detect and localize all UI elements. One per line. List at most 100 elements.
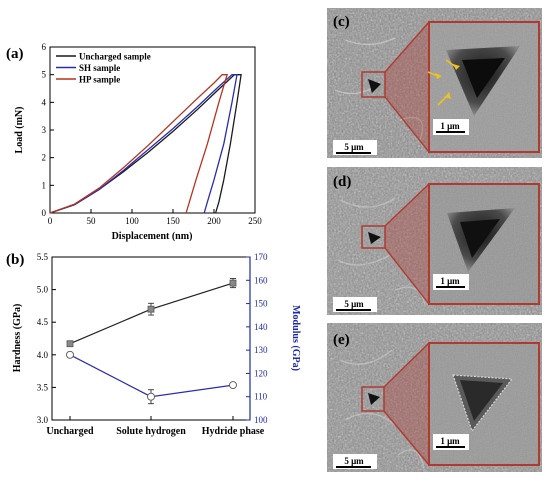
y2-tick-label: 140	[254, 322, 268, 332]
chart-a-ylabel: Load (mN)	[14, 107, 25, 154]
y2-tick-label: 170	[254, 252, 268, 262]
micrograph-e-zoom-line-top	[383, 342, 430, 388]
micrograph-d-indent	[368, 232, 381, 244]
data-point-circle	[229, 381, 237, 390]
micrograph-e-indent	[368, 393, 380, 405]
chart-a-ticks: 0 50 100 150 200 250 0 1 2 3 4 5 6	[42, 42, 263, 226]
micrograph-c-zoom-wedge	[385, 22, 429, 152]
legend-label: SH sample	[79, 63, 120, 73]
micrograph-d-scale-box	[333, 297, 377, 312]
micrograph-e-roi	[361, 386, 385, 412]
micrograph-d-roi	[361, 225, 386, 249]
micrograph-c-zoom-line-top	[384, 21, 430, 73]
series-line-3	[49, 74, 228, 214]
y2-tick-label: 120	[254, 368, 268, 378]
micrograph-d-zoom-line-bottom	[384, 247, 430, 305]
micrograph-d: 5 μm 1 μm (d)	[327, 167, 542, 315]
y-tick-label: 5.5	[37, 252, 49, 262]
x-tick-label: 100	[125, 216, 139, 226]
micrograph-c-inset-scale-label: 1 μm	[440, 121, 460, 131]
arrow-icon	[435, 73, 442, 79]
micrograph-e-inset-scale-label: 1 μm	[440, 436, 460, 446]
micrograph-e-scale-box	[333, 454, 377, 469]
chart-b-ticks: 3.0 3.5 4.0 4.5 5.0 5.5 100 110 120 130 140 150 160 1…	[37, 252, 268, 437]
micrograph-c-scale-box	[333, 140, 377, 155]
micrograph-d-streaks	[337, 197, 426, 306]
chart-a-series	[49, 74, 242, 214]
y-tick-label: 2	[42, 153, 47, 163]
data-point-circle	[147, 392, 155, 401]
y-tick-label: 5	[42, 70, 47, 80]
chart-b-series	[66, 278, 237, 405]
x-tick-label: 200	[207, 216, 221, 226]
y-tick-label: 1	[42, 180, 47, 190]
micrograph-e-inset-frame	[428, 342, 540, 466]
arrow-icon-shaft	[427, 71, 439, 77]
micrograph-c-arrows	[427, 59, 460, 106]
micrograph-c-indent	[368, 79, 381, 93]
micrograph-c-scale-label: 5 μm	[344, 142, 364, 152]
x-tick-label: 150	[166, 216, 180, 226]
data-point-circle	[66, 350, 74, 359]
micrograph-d-scale-label: 5 μm	[344, 299, 364, 309]
y2-tick-label: 130	[254, 345, 268, 355]
micrograph-d-zoom-wedge	[385, 184, 429, 304]
micrograph-d-inset-frame	[428, 183, 540, 305]
chart-b-y2label: Modulus (GPa)	[290, 305, 301, 371]
y2-tick-label: 150	[254, 299, 268, 309]
arrow-icon-shaft	[445, 59, 457, 68]
y-tick-label: 5.0	[37, 285, 49, 295]
micrograph-c-roi	[361, 71, 386, 98]
y-tick-label: 3	[42, 125, 47, 135]
micrograph-c-zoom-line-bottom	[384, 96, 430, 153]
y-tick-label: 6	[42, 42, 47, 52]
panel-label-b: (b)	[6, 252, 24, 268]
legend-label: HP sample	[79, 75, 120, 85]
x-tick-label: Hydride phase	[202, 426, 265, 437]
y-tick-label: 3.5	[37, 382, 49, 392]
y-tick-label: 4	[42, 97, 47, 107]
micrograph-d-inset-indent-core	[460, 219, 500, 258]
y-tick-label: 4.5	[37, 317, 49, 327]
hardness-modulus-chart: (b) 3.0 3.5 4.0 4.5 5.0 5.5 100 110 120 130 140 150…	[6, 252, 301, 437]
x-tick-label: Uncharged	[46, 426, 94, 437]
micrograph-e-zoom-wedge	[384, 343, 429, 465]
x-tick-label: 50	[87, 216, 97, 226]
load-displacement-chart: (a) 0 50 100 150 200 250 0 1 2 3 4 5 6 Displacement …	[6, 42, 262, 242]
chart-a-xlabel: Displacement (nm)	[112, 231, 193, 242]
y2-tick-label: 100	[254, 415, 268, 425]
micrograph-d-inset-scale-label: 1 μm	[440, 276, 460, 286]
series-line-1	[49, 74, 242, 214]
data-point-square	[66, 340, 74, 348]
micrograph-d-zoom-line-top	[384, 183, 430, 227]
micrograph-e-inset-indent-core	[460, 380, 503, 421]
micrograph-c: 5 μm 1 μm (c)	[327, 8, 542, 158]
x-tick-label: 0	[48, 216, 53, 226]
micrograph-e: 5 μm 1 μm (e)	[327, 323, 542, 472]
micrograph-e-inset-indent-rim	[452, 374, 514, 433]
micrograph-e-scale-label: 5 μm	[344, 456, 364, 466]
micrograph-c-inset-indent-core	[462, 58, 505, 98]
series-line-1	[69, 282, 234, 345]
chart-b-ylabel: Hardness (GPa)	[12, 304, 23, 373]
panel-label-e: (e)	[333, 332, 350, 348]
micrograph-c-inset-frame	[428, 21, 540, 153]
micrograph-e-zoom-line-bottom	[383, 410, 430, 466]
arrow-icon-shaft	[437, 95, 448, 106]
panel-label-d: (d)	[333, 174, 351, 190]
y-tick-label: 0	[42, 208, 47, 218]
panel-label-a: (a)	[6, 46, 24, 62]
series-line-2	[69, 354, 234, 398]
data-point-square	[229, 279, 237, 287]
y2-tick-label: 160	[254, 275, 268, 285]
series-line-2	[49, 74, 238, 214]
legend-label: Uncharged sample	[79, 52, 151, 62]
y2-tick-label: 110	[254, 392, 268, 402]
data-point-square	[147, 305, 155, 313]
panel-label-c: (c)	[333, 14, 350, 30]
micrograph-e-streaks	[339, 349, 425, 469]
y-tick-label: 3.0	[37, 415, 49, 425]
x-tick-label: Solute hydrogen	[116, 426, 186, 437]
